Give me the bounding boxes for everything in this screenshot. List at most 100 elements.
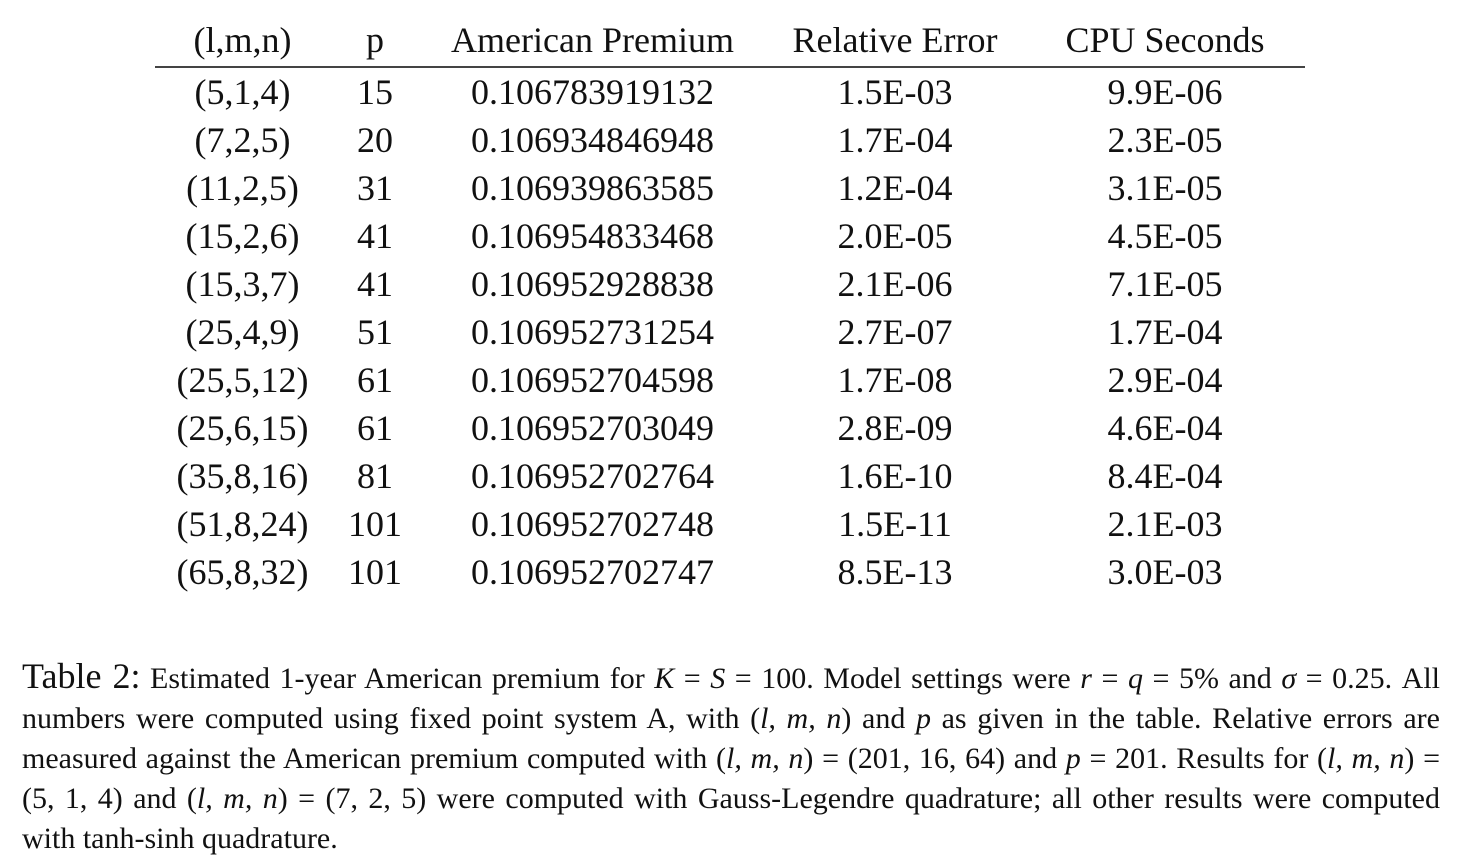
cell-american-premium: 0.106783919132 <box>471 72 714 112</box>
table-row: (15,2,6) 41 0.106954833468 2.0E-05 4.5E-05 <box>155 212 1305 260</box>
cell-p: 41 <box>357 264 393 304</box>
math-lmn: l, m, n <box>760 702 842 735</box>
table-body: (5,1,4) 15 0.106783919132 1.5E-03 9.9E-06 (7,… <box>155 67 1305 596</box>
table-row: (35,8,16) 81 0.106952702764 1.6E-10 8.4E-04 <box>155 452 1305 500</box>
math-lmn: l, m, n <box>196 782 278 815</box>
cell-american-premium: 0.106952703049 <box>471 408 714 448</box>
cell-lmn: (25,6,15) <box>176 408 309 448</box>
table-row: (25,5,12) 61 0.106952704598 1.7E-08 2.9E-04 <box>155 356 1305 404</box>
cell-relative-error: 8.5E-13 <box>837 552 953 592</box>
cell-p: 61 <box>357 360 393 400</box>
caption-text: = <box>674 662 711 695</box>
header-row: (l,m,n) p American Premium Relative Erro… <box>155 14 1305 68</box>
caption-text: = 100. Model settings were <box>725 662 1081 695</box>
caption-text: = 0.25. All numbers were computed using … <box>22 662 1441 735</box>
math-s: S <box>710 662 726 695</box>
header-american-premium: American Premium <box>420 14 765 68</box>
math-lmn: l, m, n <box>726 742 804 775</box>
cell-lmn: (51,8,24) <box>176 504 309 544</box>
cell-cpu-seconds: 2.9E-04 <box>1107 360 1223 400</box>
cell-p: 51 <box>357 312 393 352</box>
cell-american-premium: 0.106954833468 <box>471 216 714 256</box>
cell-american-premium: 0.106934846948 <box>471 120 714 160</box>
header-relative-error: Relative Error <box>765 14 1025 68</box>
cell-american-premium: 0.106952702764 <box>471 456 714 496</box>
math-p: p <box>915 702 931 735</box>
cell-p: 81 <box>357 456 393 496</box>
cell-relative-error: 1.6E-10 <box>837 456 953 496</box>
cell-american-premium: 0.106952702748 <box>471 504 714 544</box>
table-header: (l,m,n) p American Premium Relative Erro… <box>155 14 1305 68</box>
cell-lmn: (25,5,12) <box>176 360 309 400</box>
header-lmn: (l,m,n) <box>155 14 330 68</box>
cell-relative-error: 1.5E-03 <box>837 72 953 112</box>
caption-text: ) and <box>841 702 916 735</box>
cell-cpu-seconds: 7.1E-05 <box>1107 264 1223 304</box>
table-row: (51,8,24) 101 0.106952702748 1.5E-11 2.1E-03 <box>155 500 1305 548</box>
caption-label: Table 2: <box>22 656 141 696</box>
cell-relative-error: 2.8E-09 <box>837 408 953 448</box>
cell-american-premium: 0.106952702747 <box>471 552 714 592</box>
cell-american-premium: 0.106939863585 <box>471 168 714 208</box>
header-cpu-seconds: CPU Seconds <box>1025 14 1305 68</box>
cell-lmn: (25,4,9) <box>185 312 300 352</box>
cell-american-premium: 0.106952928838 <box>471 264 714 304</box>
cell-relative-error: 2.0E-05 <box>837 216 953 256</box>
cell-lmn: (35,8,16) <box>176 456 309 496</box>
cell-cpu-seconds: 2.1E-03 <box>1107 504 1223 544</box>
cell-lmn: (7,2,5) <box>194 120 291 160</box>
math-r: r <box>1080 662 1092 695</box>
table-row: (65,8,32) 101 0.106952702747 8.5E-13 3.0E-03 <box>155 548 1305 596</box>
cell-american-premium: 0.106952704598 <box>471 360 714 400</box>
table-row: (15,3,7) 41 0.106952928838 2.1E-06 7.1E-05 <box>155 260 1305 308</box>
cell-relative-error: 2.7E-07 <box>837 312 953 352</box>
cell-lmn: (11,2,5) <box>186 168 299 208</box>
results-table: (l,m,n) p American Premium Relative Erro… <box>155 14 1305 596</box>
caption-text: ) = (201, 16, 64) and <box>803 742 1066 775</box>
cell-p: 101 <box>348 552 402 592</box>
header-p: p <box>330 14 420 68</box>
cell-cpu-seconds: 4.6E-04 <box>1107 408 1223 448</box>
cell-american-premium: 0.106952731254 <box>471 312 714 352</box>
cell-relative-error: 1.7E-04 <box>837 120 953 160</box>
cell-cpu-seconds: 4.5E-05 <box>1107 216 1223 256</box>
cell-lmn: (15,2,6) <box>185 216 300 256</box>
math-q: q <box>1127 662 1143 695</box>
cell-p: 61 <box>357 408 393 448</box>
cell-p: 20 <box>357 120 393 160</box>
cell-relative-error: 1.5E-11 <box>838 504 952 544</box>
cell-p: 15 <box>357 72 393 112</box>
cell-cpu-seconds: 9.9E-06 <box>1107 72 1223 112</box>
cell-lmn: (15,3,7) <box>185 264 300 304</box>
math-lmn: l, m, n <box>1327 742 1405 775</box>
table-row: (5,1,4) 15 0.106783919132 1.5E-03 9.9E-06 <box>155 67 1305 116</box>
table-caption: Table 2: Estimated 1-year American premi… <box>22 656 1440 859</box>
cell-p: 31 <box>357 168 393 208</box>
cell-cpu-seconds: 1.7E-04 <box>1107 312 1223 352</box>
table-row: (7,2,5) 20 0.106934846948 1.7E-04 2.3E-05 <box>155 116 1305 164</box>
caption-text: = 201. Results for ( <box>1080 742 1328 775</box>
cell-cpu-seconds: 3.1E-05 <box>1107 168 1223 208</box>
cell-cpu-seconds: 3.0E-03 <box>1107 552 1223 592</box>
cell-p: 41 <box>357 216 393 256</box>
math-k: K <box>654 662 675 695</box>
table-row: (25,4,9) 51 0.106952731254 2.7E-07 1.7E-04 <box>155 308 1305 356</box>
cell-p: 101 <box>348 504 402 544</box>
caption-text: ) = (5, 1, 4) and ( <box>22 742 1441 815</box>
math-sigma: σ <box>1281 662 1297 695</box>
cell-lmn: (5,1,4) <box>194 72 291 112</box>
caption-text: = <box>1091 662 1128 695</box>
cell-cpu-seconds: 8.4E-04 <box>1107 456 1223 496</box>
caption-text: as given in the table. Relative errors a… <box>22 702 1440 775</box>
cell-relative-error: 1.2E-04 <box>837 168 953 208</box>
cell-lmn: (65,8,32) <box>176 552 309 592</box>
cell-cpu-seconds: 2.3E-05 <box>1107 120 1223 160</box>
caption-text: = 5% and <box>1142 662 1282 695</box>
cell-relative-error: 1.7E-08 <box>837 360 953 400</box>
caption-text: Estimated 1-year American premium for <box>150 662 655 695</box>
table-row: (11,2,5) 31 0.106939863585 1.2E-04 3.1E-05 <box>155 164 1305 212</box>
table-row: (25,6,15) 61 0.106952703049 2.8E-09 4.6E-04 <box>155 404 1305 452</box>
math-p: p <box>1065 742 1081 775</box>
cell-relative-error: 2.1E-06 <box>837 264 953 304</box>
